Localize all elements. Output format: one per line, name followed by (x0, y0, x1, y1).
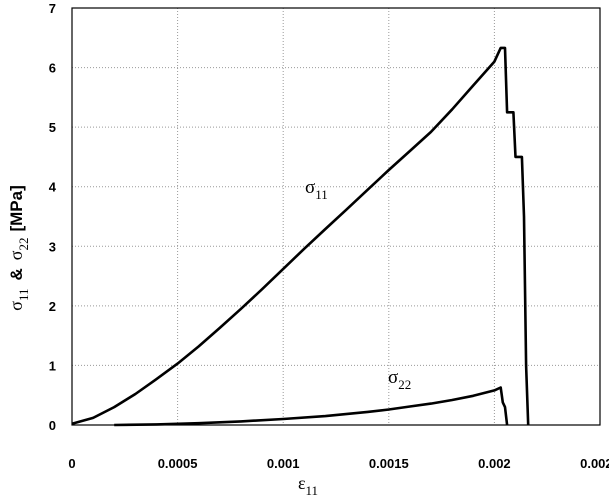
y-tick-labels: 0 1 2 3 4 5 6 7 (49, 1, 57, 433)
y-tick-label: 3 (49, 239, 56, 254)
y-tick-label: 6 (49, 61, 56, 76)
y-axis-label: σ11&σ22[MPa] (6, 185, 31, 311)
series-label-sigma11: σ11 (305, 177, 328, 202)
x-tick-label: 0 (68, 456, 75, 471)
x-tick-label: 0.0005 (158, 456, 198, 471)
series-line-sigma22 (114, 386, 509, 427)
y-tick-label: 1 (49, 358, 56, 373)
grid (72, 8, 600, 425)
x-tick-label: 0.0025 (580, 456, 609, 471)
series-line-sigma11 (71, 46, 530, 426)
y-tick-label: 7 (49, 1, 56, 16)
y-tick-label: 0 (49, 418, 56, 433)
series-label-sigma22: σ22 (388, 367, 411, 392)
x-axis-label: ε11 (298, 473, 318, 498)
y-tick-label: 5 (49, 120, 56, 135)
y-tick-label: 4 (49, 180, 57, 195)
y-tick-label: 2 (49, 299, 56, 314)
x-tick-labels: 0 0.0005 0.001 0.0015 0.002 0.0025 (68, 456, 609, 471)
plot-lines (71, 46, 530, 427)
x-tick-label: 0.002 (478, 456, 511, 471)
x-tick-label: 0.0015 (369, 456, 409, 471)
x-tick-label: 0.001 (267, 456, 300, 471)
plot-frame (71, 7, 601, 426)
